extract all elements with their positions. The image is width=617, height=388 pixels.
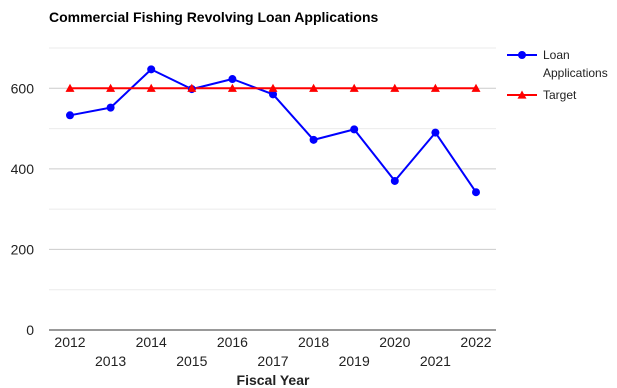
data-point: [147, 65, 156, 74]
data-point: [269, 90, 277, 99]
x-tick-label: 2015: [176, 353, 207, 369]
data-point: [228, 75, 237, 84]
legend-label: Target: [543, 88, 577, 102]
x-tick-label: 2017: [257, 353, 288, 369]
data-point: [472, 188, 480, 197]
x-tick-label: 2018: [298, 334, 329, 350]
legend-label: Loan: [543, 48, 570, 62]
data-point: [471, 83, 481, 92]
data-point: [187, 83, 197, 92]
data-point: [349, 83, 359, 92]
x-tick-label: 2014: [136, 334, 167, 350]
data-point: [106, 103, 115, 112]
data-point: [146, 83, 156, 92]
y-tick-label: 0: [26, 322, 34, 338]
legend-swatch-marker: [518, 51, 526, 59]
data-point: [106, 83, 116, 92]
series-markers: [65, 65, 481, 197]
axes: 0 200 400 600 2012 2013 2014 2015 2016 2017 2018 20…: [11, 80, 496, 369]
data-point: [309, 135, 318, 144]
data-point: [390, 176, 399, 185]
data-point: [430, 83, 440, 92]
data-point: [227, 83, 237, 92]
legend-swatch-marker: [517, 90, 527, 99]
x-tick-label: 2020: [379, 334, 410, 350]
x-tick-label: 2012: [54, 334, 85, 350]
chart-title: Commercial Fishing Revolving Loan Applic…: [49, 9, 379, 25]
x-axis-title: Fiscal Year: [237, 372, 310, 388]
data-point: [268, 83, 278, 92]
x-tick-label: 2019: [339, 353, 370, 369]
data-point: [390, 83, 400, 92]
data-point: [66, 111, 74, 120]
x-tick-label: 2021: [420, 353, 451, 369]
legend: Loan Applications Target: [507, 48, 608, 102]
y-tick-label: 600: [11, 80, 35, 96]
x-tick-label: 2013: [95, 353, 126, 369]
legend-label: Applications: [543, 66, 608, 80]
x-tick-label: 2016: [217, 334, 248, 350]
y-tick-label: 200: [11, 241, 35, 257]
x-tick-label: 2022: [460, 334, 491, 350]
data-point: [65, 83, 75, 92]
data-point: [350, 125, 359, 134]
data-point: [431, 128, 440, 137]
data-point: [309, 83, 319, 92]
gridlines: [49, 47, 496, 291]
y-tick-label: 400: [11, 161, 35, 177]
